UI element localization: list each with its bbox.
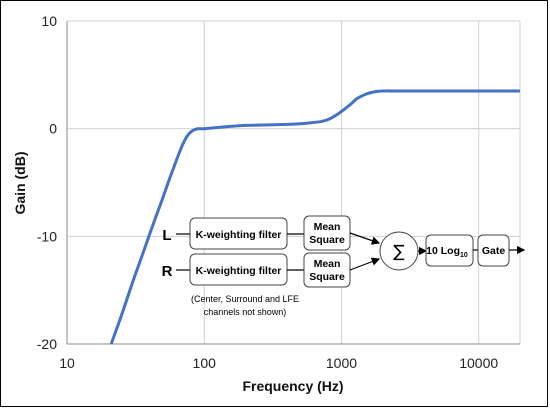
gate-label: Gate — [482, 245, 506, 257]
y-tick-label: 0 — [49, 121, 57, 137]
x-tick-label: 10 — [59, 355, 75, 371]
x-tick-label: 10000 — [459, 355, 498, 371]
log-label: 10 Log10 — [426, 245, 468, 259]
channel-r-label: R — [162, 263, 173, 280]
block-diagram: L R K-weighting filter K-weighting filte… — [162, 215, 526, 317]
note-line1: (Center, Surround and LFE — [191, 294, 299, 304]
y-axis-title: Gain (dB) — [12, 152, 28, 215]
x-axis-title: Frequency (Hz) — [242, 378, 343, 394]
k-filter-r-label: K-weighting filter — [196, 265, 282, 277]
log-label-main: 10 Log — [426, 245, 460, 257]
mean-square-r-line2: Square — [309, 271, 345, 283]
wire-r-ms-sum — [349, 257, 381, 271]
y-tick-label: -10 — [37, 228, 57, 244]
x-tick-label: 100 — [193, 355, 217, 371]
mean-square-l-line2: Square — [309, 234, 345, 246]
channel-l-label: L — [162, 227, 171, 244]
sum-symbol: ∑ — [393, 242, 405, 262]
wire-l-ms-sum — [349, 232, 381, 245]
log-label-sub: 10 — [460, 252, 468, 259]
y-tick-label: 10 — [41, 13, 57, 29]
mean-square-r-line1: Mean — [314, 258, 341, 270]
x-tick-label: 1000 — [326, 355, 357, 371]
note-line2: channels not shown) — [204, 307, 287, 317]
series-line — [109, 89, 521, 345]
y-tick-label: -20 — [37, 336, 57, 352]
k-filter-l-label: K-weighting filter — [196, 229, 282, 241]
mean-square-l-line1: Mean — [314, 221, 341, 233]
series-layer — [109, 89, 521, 345]
plot-area — [67, 21, 520, 344]
